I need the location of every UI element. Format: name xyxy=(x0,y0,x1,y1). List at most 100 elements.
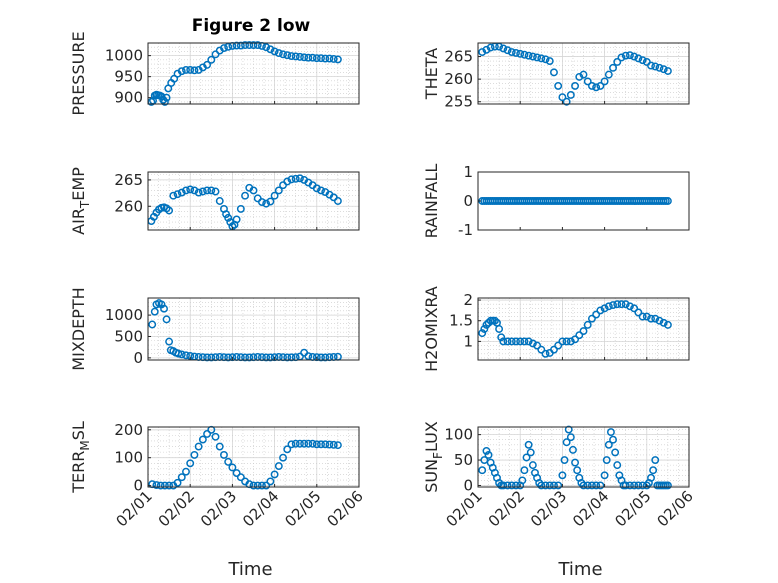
terrmsl-point xyxy=(160,481,169,490)
h2omixra-point xyxy=(609,301,617,309)
airtemp-point xyxy=(182,186,190,195)
h2omixra-point xyxy=(575,331,584,340)
terrmsl-point xyxy=(287,440,296,449)
terrmsl-ylabel-main: TERR xyxy=(69,451,88,494)
sunflux-point xyxy=(630,481,639,490)
h2omixra-point xyxy=(490,316,499,325)
pressure-point xyxy=(182,65,190,74)
sunflux-point xyxy=(611,448,620,457)
sunflux-point xyxy=(503,481,512,490)
terrmsl-point xyxy=(220,450,228,459)
airtemp-ytick-label: 265 xyxy=(114,171,143,189)
pressure-point xyxy=(270,47,279,56)
h2omixra-point xyxy=(503,337,512,346)
airtemp-ylabel-sub: T xyxy=(78,200,92,209)
theta-point xyxy=(596,81,605,90)
h2omixra-point xyxy=(617,300,626,309)
terrmsl-point xyxy=(173,478,182,487)
h2omixra-point xyxy=(558,337,567,346)
h2omixra-point xyxy=(512,337,520,346)
h2omixra-point xyxy=(495,325,504,333)
theta-point xyxy=(503,46,512,55)
mixdepth-point xyxy=(262,353,271,362)
theta-point xyxy=(550,68,558,77)
h2omixra-point xyxy=(541,349,550,358)
pressure-ytick-label: 950 xyxy=(114,68,143,86)
sunflux-point xyxy=(651,456,660,465)
sunflux-point xyxy=(638,481,647,490)
pressure-point xyxy=(245,41,254,50)
theta-point xyxy=(516,49,525,58)
terrmsl-point xyxy=(228,463,237,472)
sunflux-xtick-label: 02/05 xyxy=(611,487,654,530)
theta-point xyxy=(592,83,601,92)
sunflux-point xyxy=(663,481,672,490)
theta-point xyxy=(630,52,639,61)
subplot-h2omixra: 1 1.5 2 H2OMIXRA xyxy=(422,286,690,372)
theta-point xyxy=(507,48,516,56)
sunflux-point xyxy=(518,476,527,485)
terrmsl-point xyxy=(300,439,309,448)
theta-point xyxy=(609,63,617,72)
h2omixra-grid xyxy=(477,298,690,360)
theta-point xyxy=(600,77,609,86)
airtemp-point xyxy=(211,187,220,196)
terrmsl-point xyxy=(308,439,317,448)
rainfall-ytick-label: -1 xyxy=(458,221,473,239)
theta-point xyxy=(651,62,660,71)
terrmsl-point xyxy=(291,439,300,448)
h2omixra-point xyxy=(663,320,672,329)
theta-ytick-label: 255 xyxy=(444,93,473,111)
sunflux-ylabel-rest: LUX xyxy=(422,421,441,452)
terrmsl-point xyxy=(198,435,207,444)
theta-point xyxy=(545,57,554,66)
sunflux-xlabel: Time xyxy=(557,559,602,580)
terrmsl-point xyxy=(266,477,275,486)
airtemp-point xyxy=(274,186,283,195)
mixdepth-point xyxy=(333,352,342,361)
sunflux-point xyxy=(482,446,491,455)
mixdepth-point xyxy=(203,353,212,362)
terrmsl-point xyxy=(262,481,271,490)
h2omixra-point xyxy=(478,329,487,338)
terrmsl-xtick-label: 02/06 xyxy=(324,487,367,530)
theta-point xyxy=(613,58,622,66)
airtemp-points xyxy=(147,174,342,231)
pressure-point xyxy=(304,53,313,62)
h2omixra-point xyxy=(630,304,639,313)
sunflux-point xyxy=(579,481,588,490)
theta-point xyxy=(638,56,647,65)
airtemp-point xyxy=(295,174,304,183)
theta-point xyxy=(659,65,668,74)
terrmsl-point xyxy=(317,440,325,449)
terrmsl-point xyxy=(152,481,161,489)
airtemp-point xyxy=(257,198,266,207)
sunflux-axes-frame xyxy=(477,426,690,488)
theta-point xyxy=(558,93,567,102)
pressure-point xyxy=(190,66,199,75)
terrmsl-point xyxy=(257,481,266,490)
theta-point xyxy=(566,91,575,99)
airtemp-point xyxy=(287,175,296,184)
terrmsl-point xyxy=(283,445,292,454)
terrmsl-point xyxy=(215,442,224,451)
theta-point xyxy=(655,63,664,72)
terrmsl-point xyxy=(224,457,233,466)
terrmsl-point xyxy=(295,439,304,448)
h2omixra-ytick-label: 1.5 xyxy=(449,312,473,330)
h2omixra-point xyxy=(566,337,575,346)
sunflux-point xyxy=(554,481,563,490)
terrmsl-point xyxy=(165,481,174,490)
theta-point xyxy=(533,53,542,62)
theta-point xyxy=(554,81,563,90)
airtemp-point xyxy=(262,199,271,208)
subplot-sunflux: 05010002/0102/0202/0302/0402/0502/06SUNF… xyxy=(422,421,697,580)
airtemp-point xyxy=(232,215,241,224)
mixdepth-point xyxy=(266,353,275,362)
terrmsl-point xyxy=(329,440,338,449)
pressure-ytick-label: 900 xyxy=(114,89,143,107)
sunflux-point xyxy=(526,448,535,457)
h2omixra-point xyxy=(524,337,533,346)
pressure-point xyxy=(249,41,258,50)
pressure-point xyxy=(283,51,292,60)
